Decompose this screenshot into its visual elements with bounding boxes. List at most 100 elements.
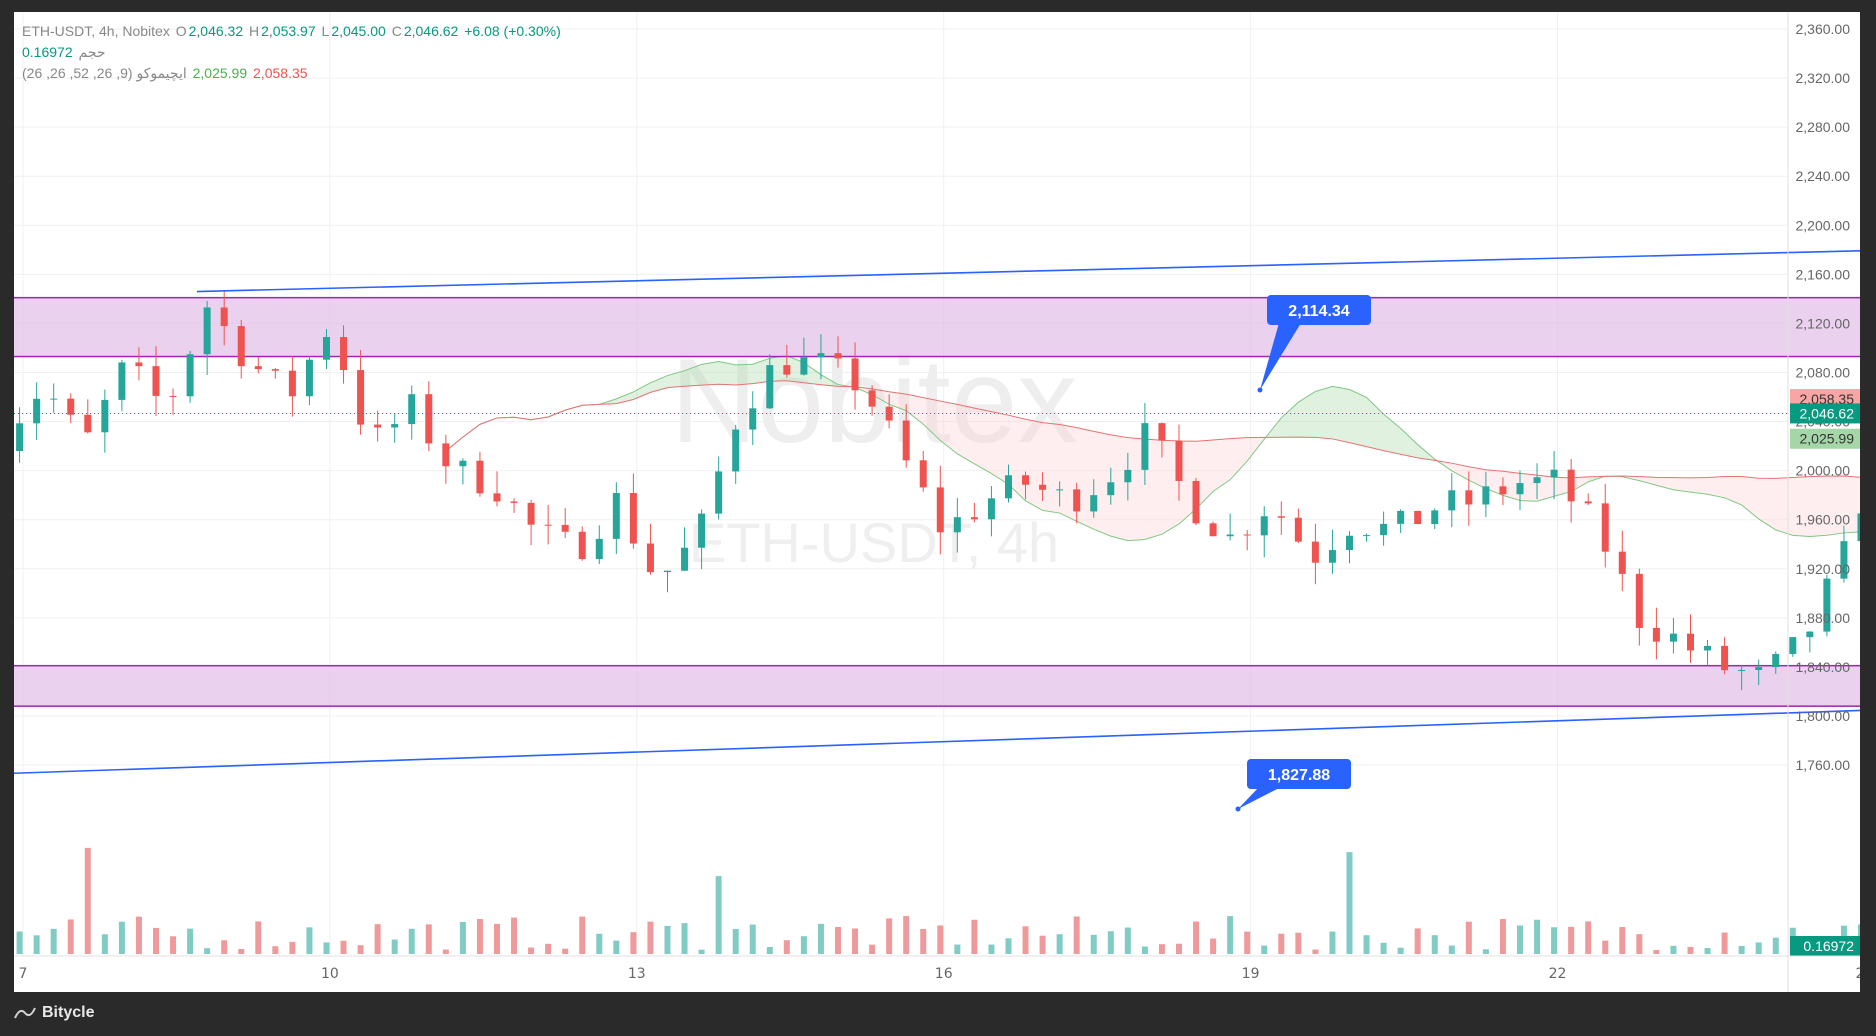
candle [527, 499, 535, 546]
cloud-segment [1196, 440, 1214, 509]
candle-body [1584, 501, 1592, 504]
y-tick-label: 2,360.00 [1796, 21, 1851, 37]
cloud-segment [1724, 476, 1742, 505]
watermark-pair: ETH-USDT, 4h [689, 511, 1059, 574]
legend-volume: حجم 0.16972 [22, 44, 108, 61]
cloud-segment [1178, 441, 1197, 524]
volume-bars [16, 847, 1860, 954]
candle-body [1056, 489, 1064, 491]
candle-body [766, 365, 774, 409]
candle [936, 465, 944, 555]
cloud-segment [735, 364, 753, 385]
volume-bar [834, 927, 841, 954]
volume-bar [1090, 934, 1097, 954]
chart-frame[interactable]: Nobitex ETH-USDT, 4h 2,114.34 1,827.88 1,760… [14, 12, 1860, 992]
price-axis: 1,760.00 1,800.00 1,840.00 1,880.00 1,920.00… [1787, 12, 1860, 992]
candle-body [1209, 523, 1217, 537]
candle-body [1550, 469, 1558, 478]
candle-body [578, 531, 586, 560]
candle [817, 334, 825, 380]
candle-body [1533, 477, 1541, 484]
volume-bar [1056, 934, 1063, 954]
candle [1618, 530, 1626, 592]
volume-bar [1448, 945, 1455, 954]
candle [1550, 451, 1558, 500]
volume-bar [1772, 937, 1779, 954]
candle [1465, 471, 1473, 526]
price-callout[interactable]: 2,114.34 [1257, 295, 1372, 393]
candle-body [510, 501, 518, 503]
candle-body [33, 398, 41, 424]
ichimoku-span-a [445, 355, 1860, 542]
footer-brand[interactable]: Bitycle [14, 1004, 94, 1022]
cloud-segment [684, 364, 702, 387]
candle-body [1669, 633, 1677, 642]
volume-bar [715, 876, 722, 954]
callout-box [1267, 295, 1371, 325]
candle [1652, 607, 1660, 660]
candle [919, 450, 927, 492]
candle [1022, 471, 1030, 500]
callout-box [1247, 759, 1351, 789]
candle [1840, 525, 1848, 583]
candle-body [1380, 523, 1388, 536]
volume-bar [306, 927, 313, 954]
cloud-segment [1298, 391, 1316, 438]
candle [1277, 501, 1285, 535]
candle-body [442, 443, 450, 467]
volume-bar [681, 923, 688, 954]
candle [987, 486, 995, 537]
candle-body [1039, 484, 1047, 490]
volume-bar [562, 948, 569, 954]
candle-body [1175, 440, 1183, 481]
cloud-segment [1554, 477, 1572, 497]
legend-ichimoku-value-1: 2,025.99 [192, 65, 248, 81]
candle [357, 350, 365, 435]
candle-body [970, 517, 978, 520]
legend-ichimoku-value-2: 2,058.35 [253, 65, 308, 81]
candle-body [254, 366, 262, 370]
cloud-segment [1571, 476, 1589, 492]
legend-open-label: O [175, 23, 187, 39]
volume-bar [1636, 934, 1643, 954]
volume-bar [391, 939, 398, 954]
candle [1380, 511, 1388, 546]
legend-symbol: ETH-USDT, 4h, Nobitex [22, 23, 170, 39]
price-callout[interactable]: 1,827.88 [1235, 759, 1352, 812]
cloud-segment [1673, 477, 1691, 493]
cloud-segment [803, 362, 821, 385]
candle-body [1431, 510, 1439, 525]
volume-bar [1227, 916, 1234, 954]
candle [1721, 637, 1729, 675]
volume-bar [988, 944, 995, 954]
volume-bar [647, 921, 654, 954]
callout-anchor-dot [1257, 387, 1263, 393]
candle-body [67, 398, 75, 415]
volume-bar [1380, 942, 1387, 954]
candle [1789, 637, 1797, 657]
volume-bar [1670, 945, 1677, 954]
candle-body [561, 524, 569, 532]
candle-body [1516, 483, 1524, 495]
candle [493, 471, 501, 507]
x-tick-label: 19 [1242, 966, 1260, 982]
volume-bar [1363, 935, 1370, 954]
candle [1209, 521, 1217, 537]
support-resistance-zone [14, 296, 1860, 358]
candle [1448, 473, 1456, 528]
cloud-segment [991, 411, 1009, 485]
candle-body [1260, 516, 1268, 536]
candle-body [1789, 637, 1797, 654]
time-axis: 7101316192225مارس4710131619222528 [14, 955, 1860, 982]
candle-body [1772, 653, 1780, 668]
cloud-segment [1383, 414, 1401, 455]
candle [459, 458, 467, 485]
candle-body [1073, 489, 1081, 512]
candle-body [698, 513, 706, 548]
volume-bar [1141, 946, 1148, 954]
volume-bar [800, 936, 807, 954]
legend-volume-label: حجم [78, 44, 106, 60]
volume-bar [493, 923, 500, 954]
volume-bar [152, 927, 159, 954]
